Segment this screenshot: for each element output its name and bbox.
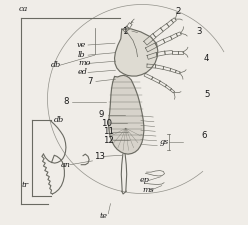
Text: 7: 7 [87,77,92,86]
Text: ca: ca [18,5,28,13]
Text: 1: 1 [122,27,128,36]
Text: 8: 8 [63,97,69,106]
Text: 13: 13 [94,152,105,161]
Text: gs: gs [160,138,169,146]
Text: db: db [54,116,64,124]
Text: mo: mo [78,59,91,68]
Text: 9: 9 [99,110,104,119]
Polygon shape [115,29,158,76]
Text: an: an [61,161,71,169]
Text: te: te [99,212,107,220]
Text: 6: 6 [202,130,207,140]
Text: ms: ms [142,186,154,194]
Text: lb: lb [78,51,86,59]
Text: 3: 3 [196,27,201,36]
Text: tr: tr [22,181,29,189]
Text: db: db [51,61,61,69]
Text: 4: 4 [204,54,209,63]
Text: 11: 11 [103,127,114,136]
Text: 12: 12 [103,136,114,145]
Text: ed: ed [78,68,88,76]
Polygon shape [109,75,144,154]
Text: 5: 5 [205,90,210,99]
Text: ep: ep [140,176,150,184]
Text: ve: ve [77,41,86,49]
Text: 10: 10 [101,119,112,128]
Text: 2: 2 [176,7,181,16]
